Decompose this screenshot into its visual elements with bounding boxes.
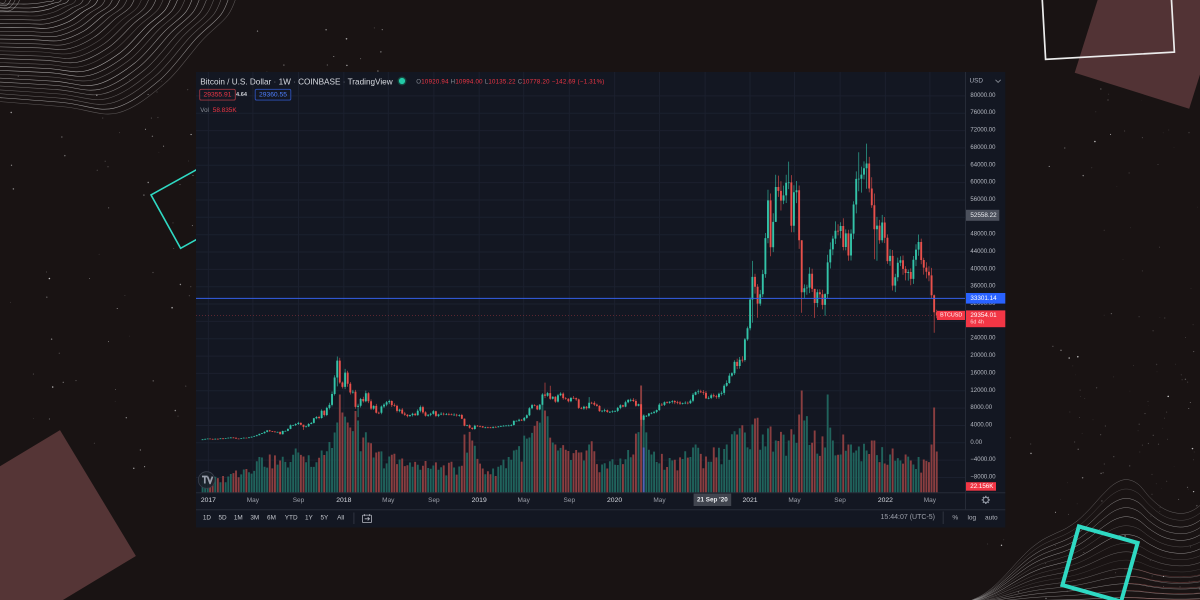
svg-text:Sep: Sep	[564, 497, 576, 504]
svg-text:56000.00: 56000.00	[970, 197, 996, 203]
svg-text:log: log	[967, 514, 976, 521]
svg-text:2018: 2018	[336, 497, 351, 504]
svg-text:40000.00: 40000.00	[970, 266, 996, 272]
svg-text:6d 4h: 6d 4h	[970, 320, 984, 326]
svg-text:0.00: 0.00	[970, 440, 982, 446]
svg-text:YTD: YTD	[285, 515, 298, 522]
svg-text:%: %	[952, 514, 958, 521]
svg-text:May: May	[382, 497, 395, 504]
svg-text:15:44:07 (UTC-5): 15:44:07 (UTC-5)	[881, 514, 935, 521]
svg-text:BTCUSD: BTCUSD	[940, 313, 962, 319]
svg-text:O10920.94 H10994.00 L10135.22: O10920.94 H10994.00 L10135.22 C10778.20 …	[416, 78, 604, 85]
svg-text:52558.22: 52558.22	[970, 212, 997, 219]
svg-text:36000.00: 36000.00	[970, 284, 996, 290]
svg-text:68000.00: 68000.00	[970, 145, 996, 151]
svg-text:72000.00: 72000.00	[970, 128, 996, 134]
svg-text:48000.00: 48000.00	[970, 232, 996, 238]
svg-text:May: May	[247, 497, 260, 504]
svg-text:2019: 2019	[472, 497, 487, 504]
svg-text:2020: 2020	[607, 497, 622, 504]
svg-text:2017: 2017	[201, 497, 216, 504]
svg-text:4000.00: 4000.00	[970, 422, 992, 428]
svg-text:May: May	[924, 497, 937, 504]
svg-text:22.156K: 22.156K	[970, 483, 994, 490]
svg-text:Sep: Sep	[834, 497, 846, 504]
svg-text:May: May	[653, 497, 666, 504]
svg-text:Sep: Sep	[293, 497, 305, 504]
svg-text:Bitcoin / U.S. Dollar · 1W · C: Bitcoin / U.S. Dollar · 1W · COINBASE · …	[200, 77, 392, 86]
svg-text:4.64: 4.64	[236, 92, 248, 98]
svg-text:May: May	[788, 497, 801, 504]
svg-text:33301.14: 33301.14	[970, 295, 997, 302]
svg-text:29360.55: 29360.55	[259, 92, 287, 99]
svg-text:auto: auto	[985, 514, 998, 521]
svg-text:6M: 6M	[267, 515, 276, 522]
svg-text:5Y: 5Y	[320, 515, 329, 522]
svg-text:60000.00: 60000.00	[970, 180, 996, 186]
svg-text:24000.00: 24000.00	[970, 336, 996, 342]
svg-text:2021: 2021	[742, 497, 757, 504]
svg-text:64000.00: 64000.00	[970, 162, 996, 168]
svg-text:−4000.00: −4000.00	[970, 457, 996, 463]
svg-text:21 Sep ’20: 21 Sep ’20	[697, 496, 728, 503]
svg-text:32000.00: 32000.00	[970, 301, 996, 307]
svg-text:20000.00: 20000.00	[970, 353, 996, 359]
svg-text:16000.00: 16000.00	[970, 370, 996, 376]
svg-text:1Y: 1Y	[305, 515, 314, 522]
svg-text:Sep: Sep	[428, 497, 440, 504]
svg-text:8000.00: 8000.00	[970, 405, 992, 411]
svg-text:−8000.00: −8000.00	[970, 474, 996, 480]
svg-text:May: May	[518, 497, 531, 504]
svg-text:29355.91: 29355.91	[204, 92, 232, 99]
svg-text:2022: 2022	[878, 497, 893, 504]
svg-text:44000.00: 44000.00	[970, 249, 996, 255]
svg-text:Vol: Vol	[200, 107, 209, 114]
svg-text:3M: 3M	[250, 515, 259, 522]
svg-text:5D: 5D	[219, 515, 228, 522]
svg-text:12000.00: 12000.00	[970, 388, 996, 394]
svg-text:80000.00: 80000.00	[970, 93, 996, 99]
svg-text:76000.00: 76000.00	[970, 110, 996, 116]
svg-text:USD: USD	[970, 78, 984, 85]
svg-text:All: All	[337, 515, 344, 522]
svg-text:58.835K: 58.835K	[213, 107, 238, 114]
svg-text:29354.01: 29354.01	[970, 312, 997, 319]
svg-text:1M: 1M	[234, 515, 243, 522]
svg-text:1D: 1D	[203, 515, 212, 522]
